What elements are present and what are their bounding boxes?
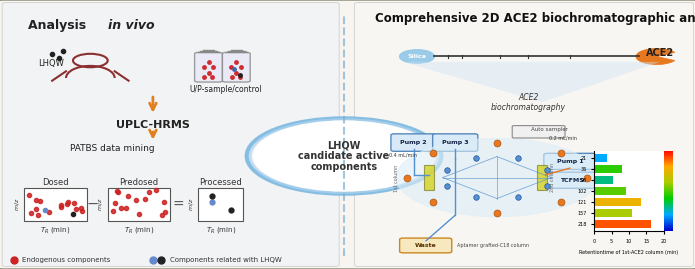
Text: 0.2 mL/min: 0.2 mL/min <box>549 136 577 141</box>
Text: $-$: $-$ <box>86 196 99 210</box>
Text: PATBS data mining: PATBS data mining <box>70 144 154 153</box>
Bar <box>424 165 434 190</box>
Text: Pump 2: Pump 2 <box>400 140 427 145</box>
Text: LHQW: LHQW <box>327 140 361 150</box>
Polygon shape <box>403 62 660 102</box>
Text: components: components <box>311 162 377 172</box>
Text: candidate active: candidate active <box>298 151 390 161</box>
Text: ACE2
biochromatography: ACE2 biochromatography <box>491 93 566 112</box>
Text: $m/z$: $m/z$ <box>13 198 21 211</box>
Text: in vivo: in vivo <box>108 19 154 32</box>
FancyBboxPatch shape <box>400 238 452 253</box>
Bar <box>594 198 641 206</box>
Bar <box>594 165 623 173</box>
Wedge shape <box>636 48 675 65</box>
Text: Processed: Processed <box>199 178 242 187</box>
FancyBboxPatch shape <box>546 172 598 188</box>
Text: ACE2: ACE2 <box>646 48 674 58</box>
Text: Predosed: Predosed <box>120 178 158 187</box>
Text: $m/z$: $m/z$ <box>186 198 195 211</box>
Text: 2nd column: 2nd column <box>550 163 555 192</box>
FancyBboxPatch shape <box>354 3 694 266</box>
Text: $m/z$: $m/z$ <box>96 198 104 211</box>
Bar <box>594 220 651 228</box>
Text: Pump 3: Pump 3 <box>442 140 468 145</box>
FancyBboxPatch shape <box>2 3 339 266</box>
Text: LHQW: LHQW <box>38 59 64 68</box>
Bar <box>594 154 607 162</box>
Text: $T_R$ (min): $T_R$ (min) <box>206 225 236 235</box>
Text: 1st column: 1st column <box>393 165 399 192</box>
Text: Comprehensive 2D ACE2 biochromatographic analysis: Comprehensive 2D ACE2 biochromatographic… <box>375 12 695 25</box>
FancyBboxPatch shape <box>391 134 436 151</box>
Text: $=$: $=$ <box>170 196 185 210</box>
Bar <box>594 209 632 217</box>
Bar <box>594 176 613 184</box>
Text: Dosed: Dosed <box>42 178 69 187</box>
Text: Silica: Silica <box>407 54 427 59</box>
Text: $T_R$ (min): $T_R$ (min) <box>124 225 154 235</box>
Bar <box>594 187 626 195</box>
Bar <box>108 188 170 221</box>
Text: Components related with LHQW: Components related with LHQW <box>170 257 282 263</box>
X-axis label: Retentiontime of 1st-ACE2 column (min): Retentiontime of 1st-ACE2 column (min) <box>580 250 678 254</box>
Circle shape <box>396 139 598 217</box>
FancyBboxPatch shape <box>222 52 250 82</box>
Text: Waste: Waste <box>415 243 437 248</box>
Bar <box>198 188 243 221</box>
Text: Pump 1: Pump 1 <box>557 159 583 164</box>
Bar <box>537 165 548 190</box>
FancyBboxPatch shape <box>543 153 596 169</box>
Text: Endogenous components: Endogenous components <box>22 257 111 263</box>
Text: TCFMS: TCFMS <box>559 178 584 183</box>
Text: UPLC-HRMS: UPLC-HRMS <box>116 120 190 130</box>
Text: Analysis: Analysis <box>28 19 90 32</box>
Text: Aptamer grafted-C18 column: Aptamer grafted-C18 column <box>457 243 530 249</box>
Text: 0.4 mL/min: 0.4 mL/min <box>389 152 417 157</box>
Circle shape <box>400 50 434 63</box>
FancyBboxPatch shape <box>512 126 565 138</box>
Text: $T_R$ (min): $T_R$ (min) <box>40 225 71 235</box>
Bar <box>24 188 87 221</box>
Text: Auto sampler: Auto sampler <box>530 127 568 132</box>
FancyBboxPatch shape <box>432 134 478 151</box>
FancyBboxPatch shape <box>195 52 222 82</box>
Text: U/P-sample/control: U/P-sample/control <box>190 85 262 94</box>
Circle shape <box>254 121 434 191</box>
